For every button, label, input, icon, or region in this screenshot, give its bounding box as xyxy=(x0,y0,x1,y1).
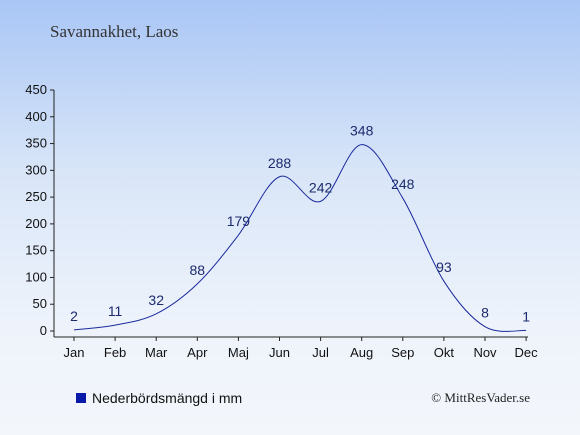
x-tick-label: Sep xyxy=(391,345,414,360)
data-label: 348 xyxy=(350,123,374,139)
x-tick-label: Mar xyxy=(145,345,168,360)
y-tick-label: 350 xyxy=(25,136,47,151)
data-label: 179 xyxy=(227,213,251,229)
x-tick-label: Feb xyxy=(104,345,126,360)
y-tick-label: 250 xyxy=(25,189,47,204)
x-tick-label: Dec xyxy=(515,345,539,360)
y-tick-label: 150 xyxy=(25,243,47,258)
x-tick-label: Jun xyxy=(269,345,290,360)
x-tick-label: Maj xyxy=(228,345,249,360)
y-tick-label: 300 xyxy=(25,162,47,177)
x-tick-label: Apr xyxy=(187,345,208,360)
legend-swatch xyxy=(76,393,86,403)
data-label: 248 xyxy=(391,176,415,192)
series-line xyxy=(73,144,527,332)
data-label: 242 xyxy=(309,179,333,195)
y-tick-label: 200 xyxy=(25,216,47,231)
x-tick-label: Jan xyxy=(64,345,85,360)
axes: 0 50 100 150 200 250 300 350 400 450 Jan Feb Mar Apr M… xyxy=(25,82,538,360)
data-label: 11 xyxy=(108,303,123,319)
data-label: 288 xyxy=(268,155,292,171)
x-tick-label: Nov xyxy=(473,345,497,360)
data-label: 93 xyxy=(436,259,452,275)
data-label: 8 xyxy=(481,305,489,321)
data-label: 32 xyxy=(148,292,164,308)
y-tick-label: 400 xyxy=(25,109,47,124)
y-tick-label: 50 xyxy=(33,296,47,311)
chart-title: Savannakhet, Laos xyxy=(50,22,179,41)
data-label: 88 xyxy=(190,262,206,278)
x-tick-label: Aug xyxy=(350,345,373,360)
x-tick-label: Jul xyxy=(312,345,329,360)
legend: Nederbördsmängd i mm xyxy=(76,390,242,406)
y-tick-label: 450 xyxy=(25,82,47,97)
data-labels: 2 11 32 88 179 288 242 348 248 93 8 1 xyxy=(70,123,530,325)
data-label: 2 xyxy=(70,308,78,324)
data-label: 1 xyxy=(522,308,530,324)
y-tick-label: 100 xyxy=(25,269,47,284)
y-tick-label: 0 xyxy=(40,323,47,338)
legend-label: Nederbördsmängd i mm xyxy=(92,390,243,406)
series-layer xyxy=(73,144,527,332)
credit-text: © MittResVader.se xyxy=(431,390,530,405)
x-tick-label: Okt xyxy=(434,345,455,360)
